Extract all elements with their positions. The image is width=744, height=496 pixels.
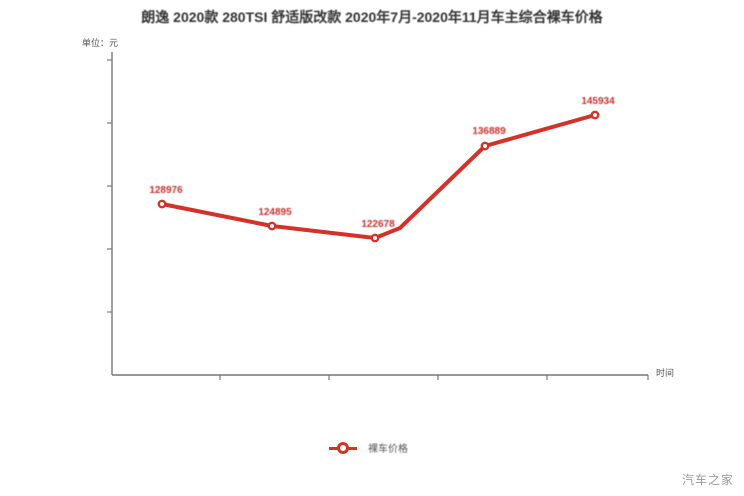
data-point-marker[interactable] bbox=[590, 110, 600, 120]
data-point-marker[interactable] bbox=[480, 141, 490, 151]
chart-legend: 裸车价格 bbox=[0, 440, 744, 455]
series-line-group bbox=[160, 113, 597, 240]
data-point-label: 124895 bbox=[258, 207, 292, 218]
watermark: 汽车之家 bbox=[681, 473, 734, 487]
data-point-marker[interactable] bbox=[370, 233, 380, 243]
data-point-label: 136889 bbox=[472, 126, 506, 137]
y-axis-unit-label: 单位：元 bbox=[82, 38, 119, 48]
data-point-label: 128976 bbox=[149, 185, 183, 196]
chart-title: 朗逸 2020款 280TSI 舒适版改款 2020年7月-2020年11月车主… bbox=[141, 9, 603, 25]
x-axis-ticks bbox=[219, 375, 649, 380]
series-polyline bbox=[160, 113, 597, 240]
data-point-label: 122678 bbox=[361, 219, 395, 230]
series-markers-group bbox=[157, 110, 600, 243]
data-point-marker[interactable] bbox=[267, 221, 277, 231]
x-axis-label: 时间 bbox=[656, 368, 675, 378]
legend-series-label: 裸车价格 bbox=[368, 444, 408, 455]
data-point-marker[interactable] bbox=[157, 199, 167, 209]
y-axis-ticks bbox=[107, 59, 112, 313]
data-point-label: 145934 bbox=[581, 96, 615, 107]
legend-marker-icon bbox=[329, 441, 357, 455]
